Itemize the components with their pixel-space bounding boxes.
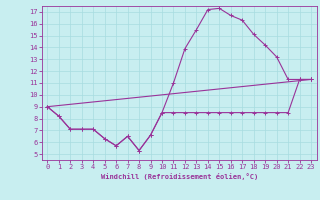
X-axis label: Windchill (Refroidissement éolien,°C): Windchill (Refroidissement éolien,°C) — [100, 173, 258, 180]
